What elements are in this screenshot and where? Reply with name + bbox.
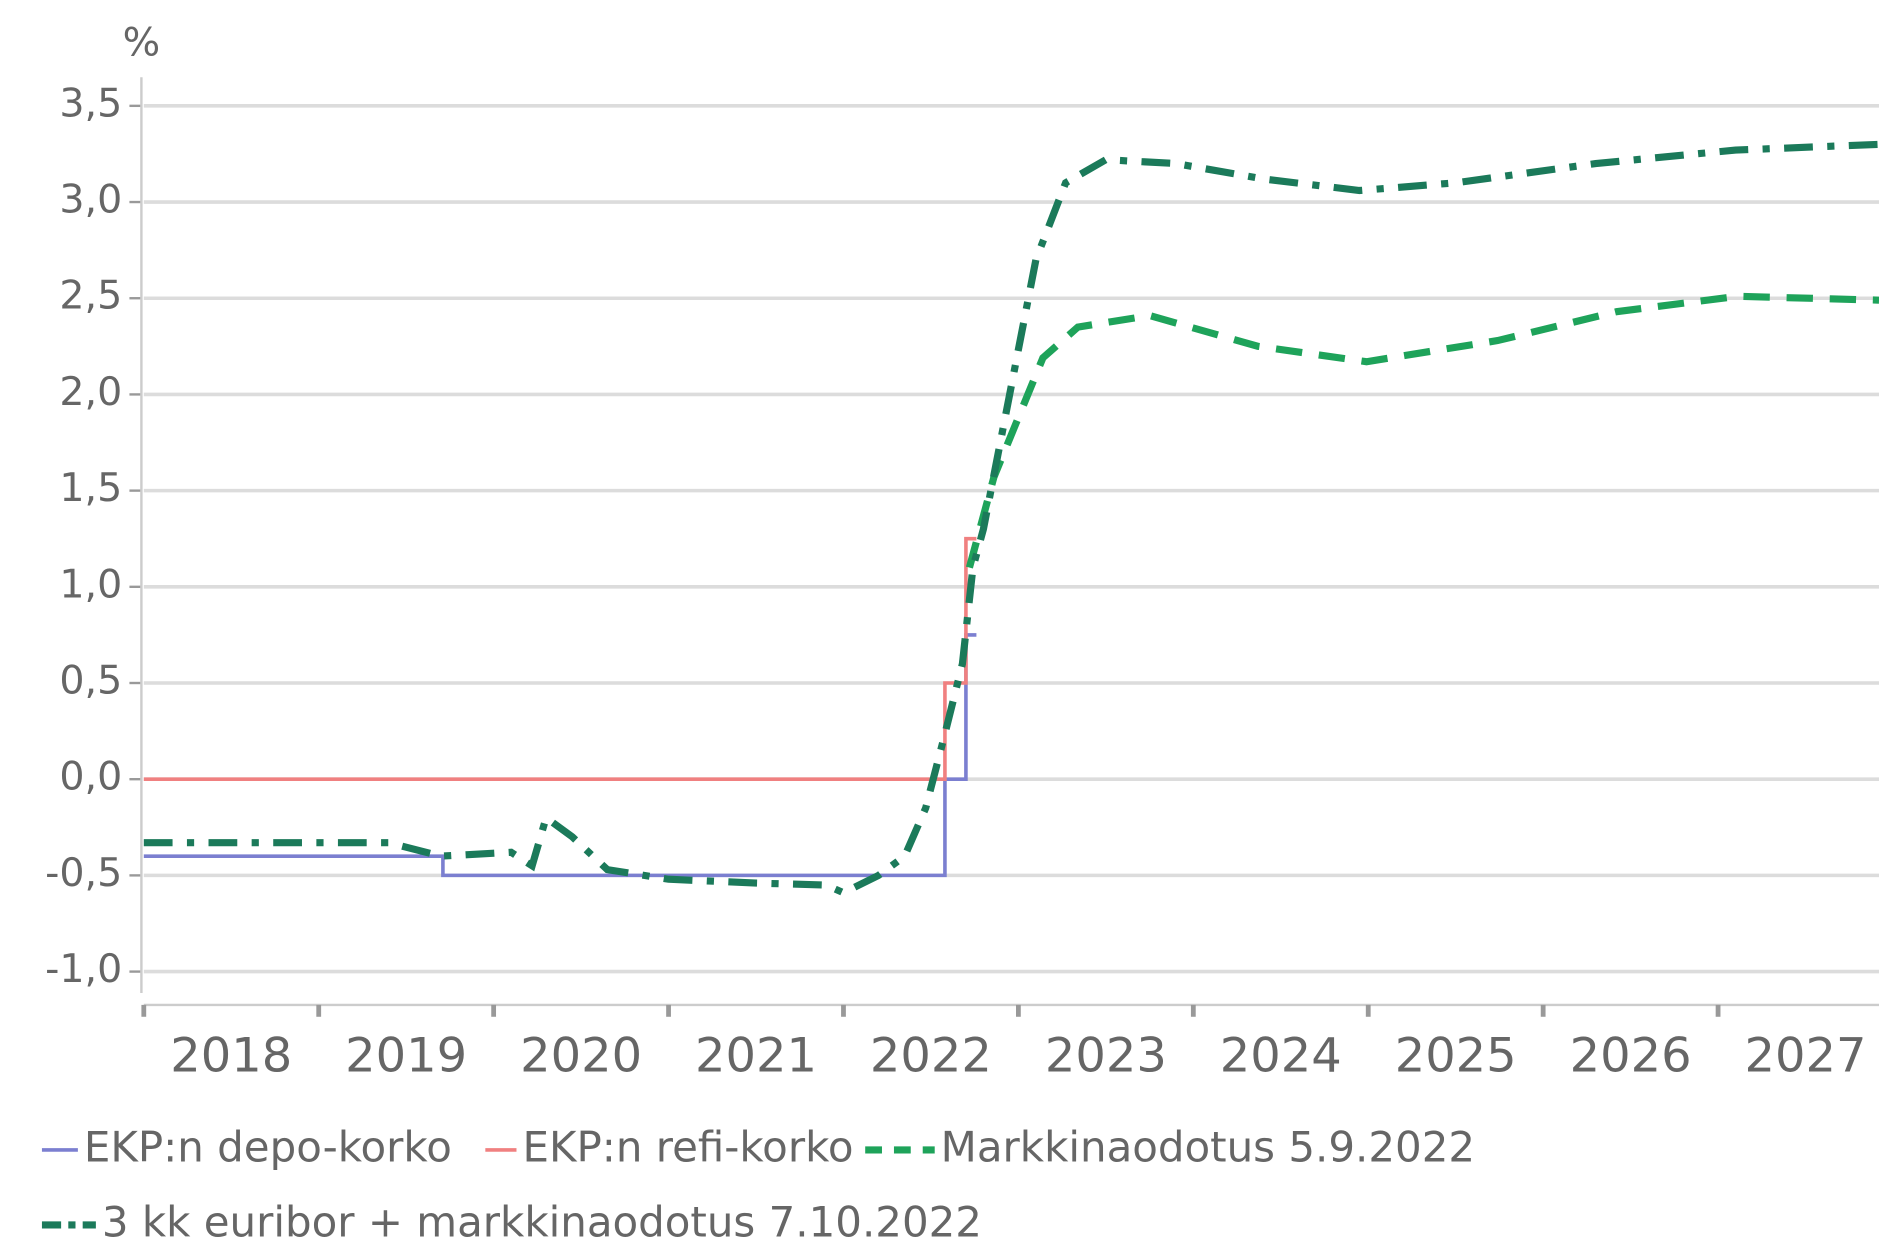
y-tick-label: -1,0 (45, 946, 122, 992)
x-tick-label: 2026 (1570, 1029, 1692, 1084)
y-tick-label: 0,0 (59, 754, 122, 800)
series-line (143, 633, 977, 878)
x-tick-label: 2018 (170, 1029, 292, 1084)
y-tick-label: 2,5 (59, 273, 122, 319)
x-tick-label: 2024 (1220, 1029, 1342, 1084)
legend-label: Markkinaodotus 5.9.2022 (941, 1123, 1475, 1172)
y-tick-label: 2,0 (59, 369, 122, 415)
legend-label: EKP:n refi-korko (522, 1123, 853, 1172)
x-tick-label: 2022 (870, 1029, 992, 1084)
x-tick-label: 2023 (1045, 1029, 1167, 1084)
series-line (143, 140, 1879, 897)
x-tick-label: 2025 (1395, 1029, 1517, 1084)
series-line (143, 536, 977, 781)
y-tick-label: 3,5 (59, 80, 122, 126)
x-tick-label: 2020 (520, 1029, 642, 1084)
legend-label: 3 kk euribor + markkinaodotus 7.10.2022 (102, 1197, 982, 1246)
y-axis-label: % (123, 20, 161, 66)
x-tick-label: 2021 (695, 1029, 817, 1084)
legend-label: EKP:n depo-korko (84, 1123, 452, 1172)
y-tick-label: 0,5 (59, 658, 122, 704)
x-tick-label: 2019 (345, 1029, 467, 1084)
y-tick-label: 1,0 (59, 561, 122, 607)
x-tick-label: 2027 (1745, 1029, 1867, 1084)
y-tick-label: -0,5 (45, 850, 122, 896)
series-line (965, 292, 1879, 569)
y-tick-label: 3,0 (59, 177, 122, 223)
y-tick-label: 1,5 (59, 465, 122, 511)
